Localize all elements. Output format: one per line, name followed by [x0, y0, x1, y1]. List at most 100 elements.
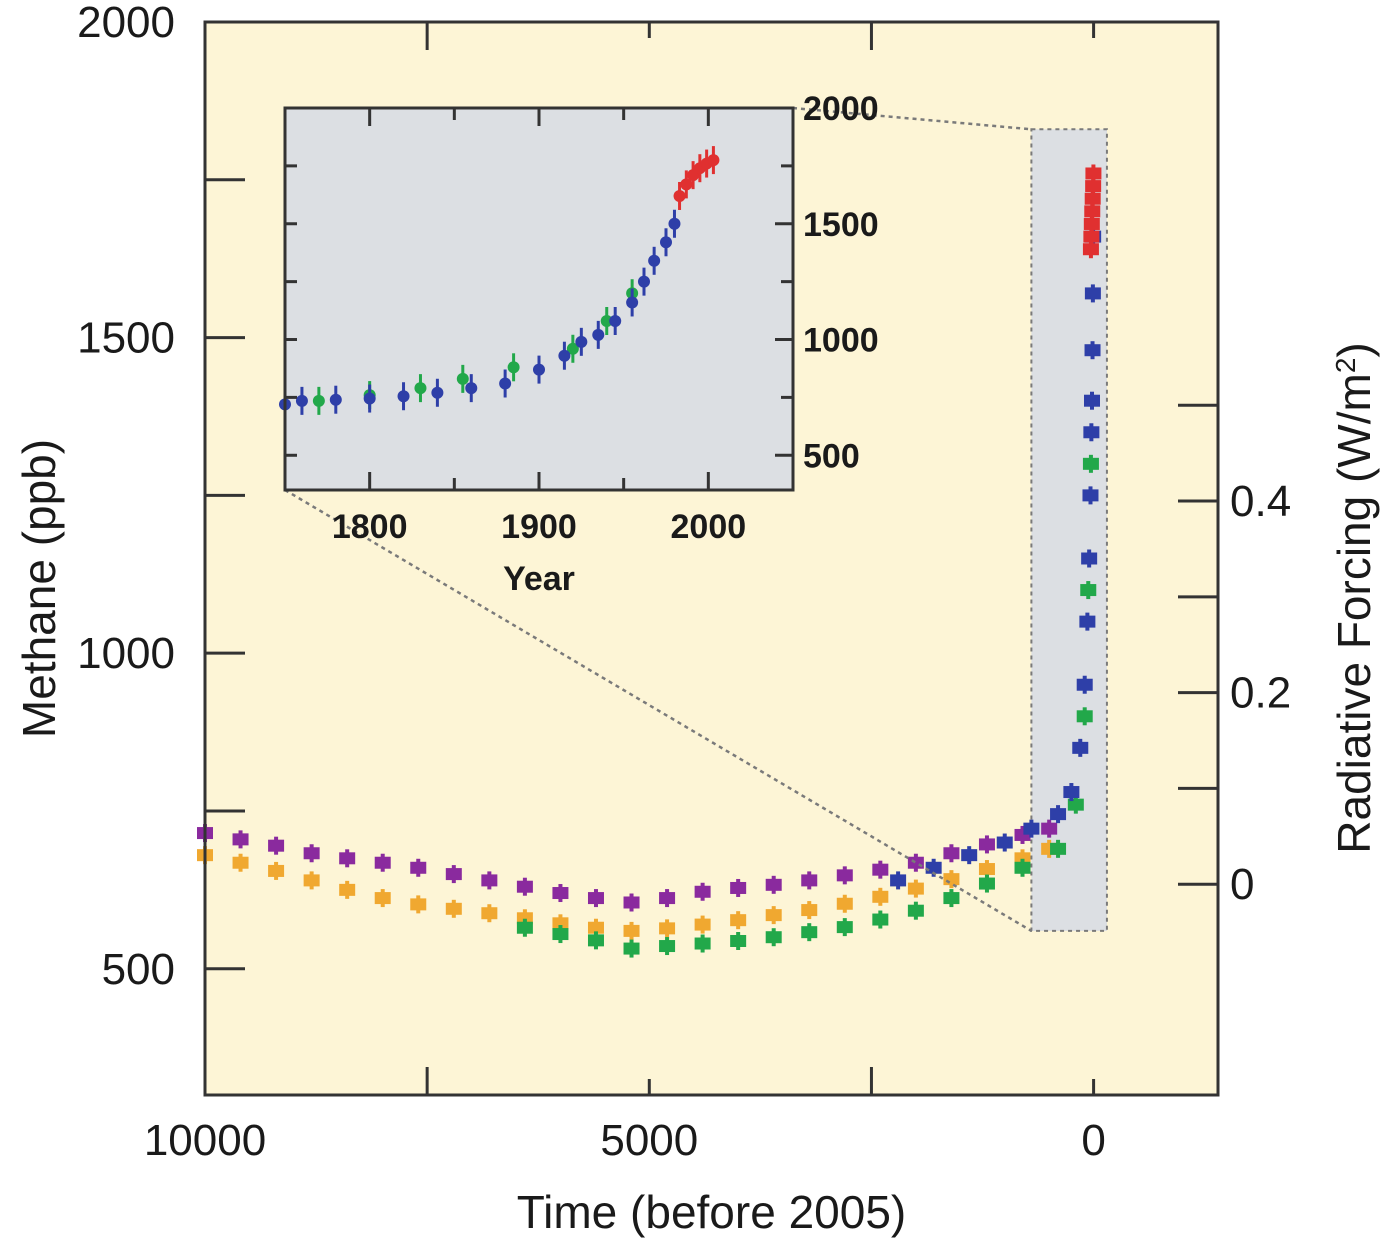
- main-point-marker: [1085, 167, 1102, 180]
- main-point: [303, 871, 320, 890]
- main-point-marker: [516, 880, 533, 893]
- main-point-marker: [1080, 584, 1097, 597]
- main-point: [961, 846, 978, 865]
- main-point-marker: [516, 921, 533, 934]
- main-point: [339, 880, 356, 899]
- main-point-marker: [801, 926, 818, 939]
- main-point-marker: [1082, 243, 1099, 256]
- main-point-marker: [374, 892, 391, 905]
- main-point: [1083, 423, 1100, 442]
- inset-point: [465, 374, 478, 403]
- inset-point: [673, 181, 686, 210]
- x-tick-label: 0: [1081, 1116, 1105, 1165]
- y-tick-label: 1000: [77, 629, 175, 678]
- main-point-marker: [659, 940, 676, 953]
- inset-point-marker: [609, 314, 622, 327]
- main-point-marker: [1082, 489, 1099, 502]
- main-point: [516, 877, 533, 896]
- main-point-marker: [339, 883, 356, 896]
- main-point-marker: [1072, 741, 1089, 754]
- main-point: [481, 904, 498, 923]
- inset-point: [626, 288, 639, 317]
- main-point: [801, 901, 818, 920]
- main-point: [516, 918, 533, 937]
- x-tick-label: 10000: [144, 1116, 266, 1165]
- inset-point-marker: [600, 314, 613, 327]
- y2-tick-label: 0: [1230, 860, 1254, 909]
- main-point-marker: [836, 921, 853, 934]
- inset-point-marker: [431, 386, 444, 399]
- main-point: [978, 835, 995, 854]
- main-point: [232, 853, 249, 872]
- main-point-marker: [516, 912, 533, 925]
- main-point-marker: [1050, 842, 1067, 855]
- main-point: [801, 871, 818, 890]
- main-point-marker: [1014, 852, 1031, 865]
- main-point-marker: [303, 847, 320, 860]
- main-point-marker: [765, 909, 782, 922]
- main-point: [765, 928, 782, 947]
- inset-point-marker: [312, 394, 325, 407]
- inset-point-marker: [707, 154, 720, 167]
- inset-point-marker: [592, 328, 605, 341]
- inset-point-marker: [660, 236, 672, 249]
- main-point: [1076, 675, 1093, 694]
- main-point: [1072, 738, 1089, 757]
- main-point-marker: [694, 937, 711, 950]
- main-point: [730, 931, 747, 950]
- main-point: [943, 844, 960, 863]
- main-point-marker: [1082, 457, 1099, 470]
- y-tick-label: 500: [102, 945, 175, 994]
- main-point: [801, 923, 818, 942]
- inset-point-marker: [558, 349, 571, 362]
- main-point-marker: [481, 907, 498, 920]
- inset-x-axis-title: Year: [503, 560, 575, 598]
- main-point-marker: [410, 898, 427, 911]
- zoom-connector-lines: [284, 106, 1033, 932]
- inset-point: [648, 246, 661, 275]
- main-point-marker: [1083, 217, 1100, 230]
- main-point: [765, 906, 782, 925]
- inset-point-marker: [626, 296, 639, 309]
- main-point-marker: [694, 918, 711, 931]
- inset-point-marker: [329, 393, 342, 406]
- inset-point: [558, 341, 571, 370]
- main-point-marker: [978, 863, 995, 876]
- inset-point: [566, 334, 579, 363]
- inset-point: [668, 209, 681, 238]
- main-point-marker: [1063, 786, 1080, 799]
- main-point: [1082, 454, 1099, 473]
- main-point-marker: [1067, 798, 1084, 811]
- main-point: [268, 861, 285, 880]
- main-point-marker: [694, 885, 711, 898]
- main-point-marker: [801, 904, 818, 917]
- main-point: [410, 895, 427, 914]
- main-point-marker: [836, 897, 853, 910]
- y-tick-label: 1500: [77, 314, 175, 363]
- main-point-marker: [1084, 287, 1101, 300]
- main-point: [445, 899, 462, 918]
- inset-point: [499, 369, 512, 398]
- inset-point-marker: [465, 382, 478, 395]
- main-point-marker: [907, 882, 924, 895]
- main-point-marker: [623, 924, 640, 937]
- main-point-marker: [659, 922, 676, 935]
- inset-point: [680, 170, 693, 199]
- inset-point-marker: [414, 382, 427, 395]
- main-point: [552, 925, 569, 944]
- main-point-marker: [1083, 394, 1100, 407]
- main-point-marker: [1081, 552, 1098, 565]
- main-point-marker: [872, 863, 889, 876]
- main-point-marker: [996, 836, 1013, 849]
- main-point: [587, 931, 604, 950]
- inset-point-marker: [397, 390, 410, 403]
- main-point-marker: [552, 928, 569, 941]
- main-point: [445, 865, 462, 884]
- main-point-marker: [978, 877, 995, 890]
- main-point: [303, 844, 320, 863]
- main-point-marker: [552, 917, 569, 930]
- main-point: [587, 889, 604, 908]
- main-point-marker: [481, 874, 498, 887]
- inset-point-marker: [295, 394, 308, 407]
